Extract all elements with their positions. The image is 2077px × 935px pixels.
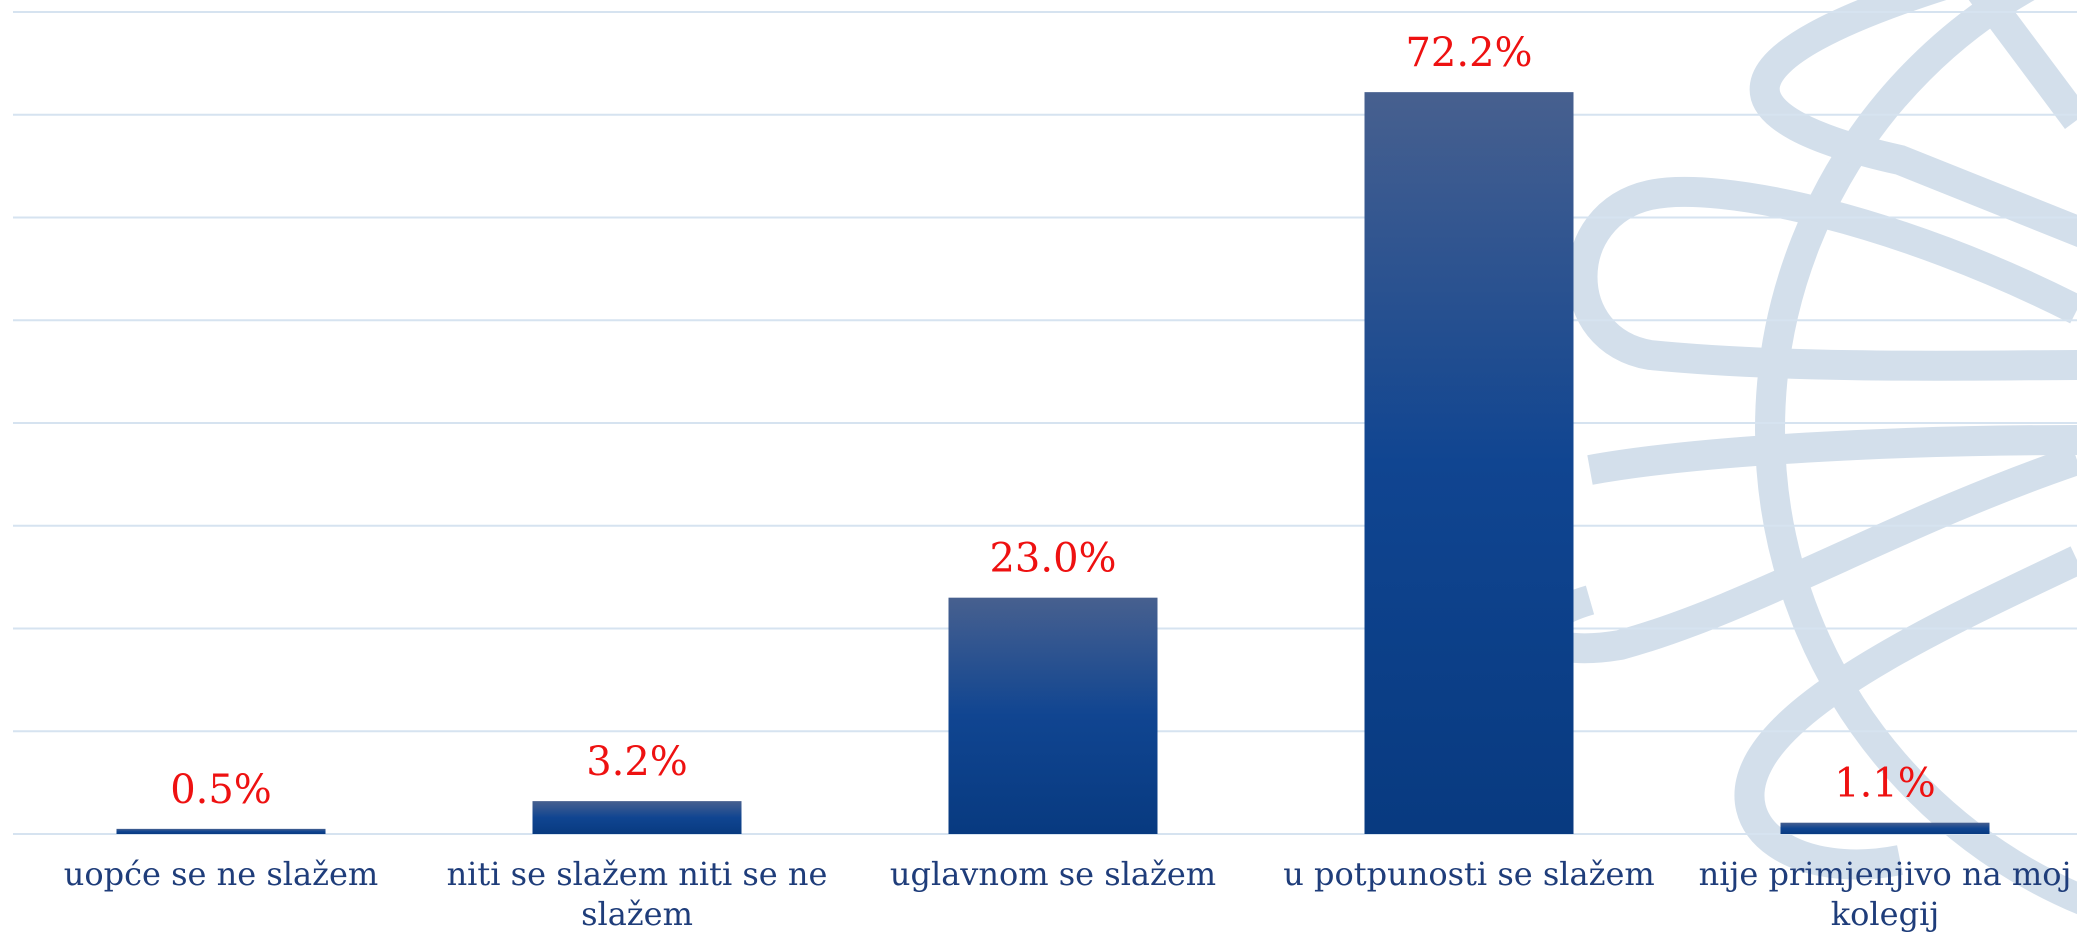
x-tick-label: nije primjenjivo na moj kolegij: [1698, 855, 2072, 933]
x-tick-label: uopće se ne slažem: [63, 855, 379, 893]
value-label: 0.5%: [170, 767, 272, 813]
background-logo: [1529, 0, 2077, 915]
value-label: 23.0%: [989, 536, 1116, 582]
value-label: 72.2%: [1405, 30, 1532, 76]
bar: [948, 597, 1158, 834]
bar: [1780, 822, 1990, 834]
x-tick-label: u potpunosti se slažem: [1283, 855, 1655, 893]
bar: [1364, 92, 1574, 834]
bar: [116, 828, 326, 834]
value-label: 1.1%: [1834, 761, 1936, 807]
value-label: 3.2%: [586, 739, 688, 785]
x-tick-label: uglavnom se slažem: [889, 855, 1217, 893]
x-tick-label: niti se slažem niti se ne slažem: [446, 855, 828, 933]
bar: [532, 801, 742, 834]
